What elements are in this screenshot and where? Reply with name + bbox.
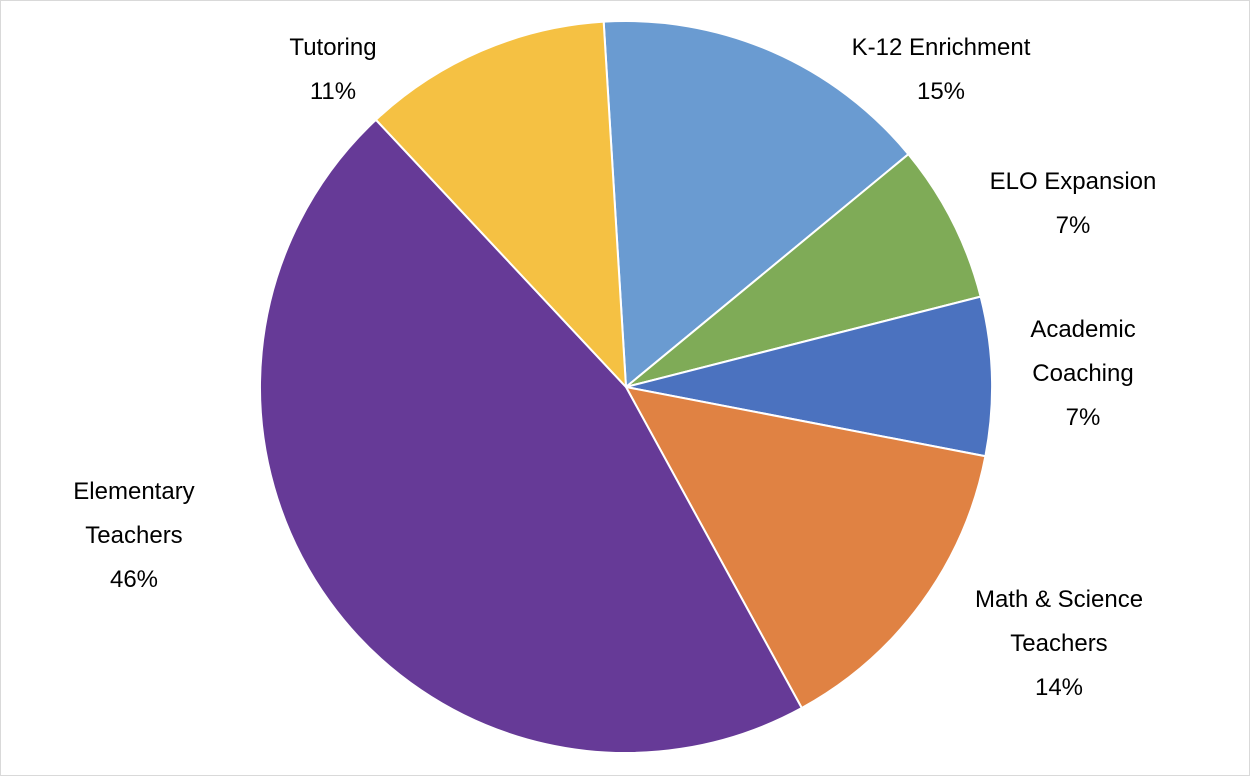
pie-label-elo-expansion: ELO Expansion 7% bbox=[990, 168, 1157, 239]
pie-label-percent: 7% bbox=[1056, 212, 1091, 239]
pie-label-line: Teachers bbox=[85, 522, 182, 549]
pie-label-line: ELO Expansion bbox=[990, 168, 1157, 195]
pie-label-line: Teachers bbox=[1010, 630, 1107, 657]
pie-label-line: K-12 Enrichment bbox=[852, 34, 1031, 61]
pie-label-percent: 11% bbox=[310, 78, 356, 105]
pie-slice-academic-coaching bbox=[625, 295, 993, 458]
pie-label-percent: 15% bbox=[917, 78, 965, 105]
pie-slice-elementary-teachers bbox=[259, 118, 804, 754]
pie-label-line: Elementary bbox=[73, 478, 194, 505]
pie-label-line: Tutoring bbox=[289, 34, 376, 61]
pie-label-k-12-enrichment: K-12 Enrichment 15% bbox=[852, 34, 1031, 105]
pie-label-elementary-teachers: Elementary Teachers 46% bbox=[73, 478, 194, 593]
pie-label-percent: 14% bbox=[1035, 674, 1083, 701]
pie-label-percent: 46% bbox=[110, 566, 158, 593]
pie-label-tutoring: Tutoring 11% bbox=[289, 34, 376, 105]
pie-labels: K-12 Enrichment 15%ELO Expansion 7%Academi… bbox=[73, 34, 1156, 701]
pie-slice-k-12-enrichment bbox=[602, 20, 910, 390]
pie-label-line: Academic bbox=[1030, 316, 1135, 343]
pie-label-math-science-teachers: Math & Science Teachers 14% bbox=[975, 586, 1143, 701]
pie-slice-math-science-teachers bbox=[624, 385, 987, 710]
pie-label-academic-coaching: Academic Coaching 7% bbox=[1030, 316, 1135, 431]
pie-slice-tutoring bbox=[374, 20, 628, 390]
pie-slice-elo-expansion bbox=[625, 152, 982, 388]
pie-slices bbox=[259, 20, 993, 754]
pie-label-line: Math & Science bbox=[975, 586, 1143, 613]
pie-label-line: Coaching bbox=[1032, 360, 1133, 387]
pie-label-percent: 7% bbox=[1066, 404, 1101, 431]
